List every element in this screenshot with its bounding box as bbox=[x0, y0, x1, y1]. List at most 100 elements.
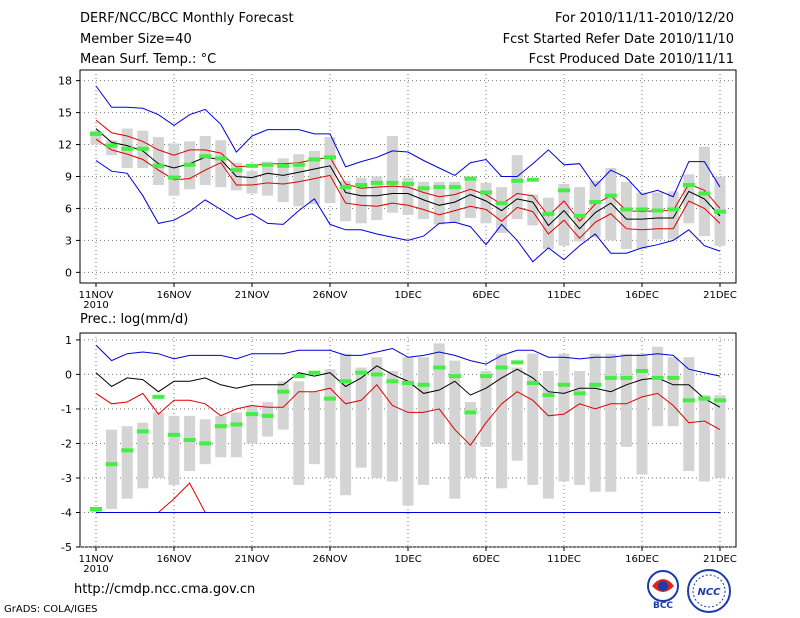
temp-panel-title: Mean Surf. Temp.: °C bbox=[80, 52, 217, 67]
observed-marker bbox=[308, 370, 321, 375]
observed-marker bbox=[105, 143, 118, 148]
observed-marker bbox=[682, 183, 695, 188]
series-upper-line bbox=[95, 119, 721, 222]
x-tick-label: 6DEC bbox=[472, 290, 499, 301]
ncc-logo-text: NCC bbox=[697, 587, 721, 598]
ensemble-box bbox=[714, 395, 726, 478]
observed-marker bbox=[261, 413, 274, 418]
observed-marker bbox=[480, 374, 492, 379]
ensemble-box bbox=[418, 357, 430, 485]
ensemble-box bbox=[527, 194, 539, 226]
x-tick-label: 26NOV bbox=[313, 290, 348, 301]
ensemble-box bbox=[605, 167, 617, 241]
observed-marker bbox=[324, 155, 336, 160]
observed-marker bbox=[402, 181, 414, 186]
bcc-logo-icon: BCC bbox=[647, 570, 679, 610]
ensemble-box bbox=[168, 143, 180, 196]
observed-marker bbox=[90, 131, 102, 136]
chart-panel-1: 0 3 6 9 12 15 18 11NOV 16NOV 21NOV 26NOV 1DEC 6DEC 11… bbox=[58, 69, 737, 311]
forecast-start-date: Fcst Started Refer Date 2010/11/10 bbox=[502, 31, 734, 47]
ensemble-box bbox=[230, 412, 242, 458]
ensemble-box bbox=[574, 370, 586, 485]
ensemble-box bbox=[558, 353, 570, 482]
x-year-label: 2010 bbox=[83, 300, 108, 311]
ensemble-box bbox=[402, 357, 414, 506]
observed-marker bbox=[464, 176, 477, 181]
forecast-period: For 2010/11/11-2010/12/20 bbox=[555, 11, 734, 26]
observed-marker bbox=[542, 211, 555, 216]
ensemble-box bbox=[464, 402, 476, 478]
ensemble-box bbox=[683, 174, 695, 224]
observed-marker bbox=[105, 462, 118, 467]
ensemble-box bbox=[652, 346, 664, 427]
observed-marker bbox=[152, 394, 165, 399]
ensemble-box bbox=[511, 155, 523, 220]
observed-marker bbox=[199, 154, 212, 159]
observed-marker bbox=[386, 180, 399, 185]
ensemble-box bbox=[636, 353, 648, 475]
ensemble-box bbox=[308, 150, 320, 205]
ensemble-box bbox=[480, 182, 492, 224]
ensemble-box bbox=[90, 130, 102, 145]
ensemble-box bbox=[558, 183, 570, 246]
ensemble-box bbox=[340, 180, 352, 222]
bcc-logo-text: BCC bbox=[653, 601, 673, 610]
ensemble-box bbox=[355, 177, 367, 224]
ensemble-box bbox=[106, 429, 118, 510]
ensemble-box bbox=[324, 137, 336, 204]
observed-marker bbox=[667, 375, 680, 380]
y-tick-label: -4 bbox=[61, 506, 72, 519]
y-tick-label: 6 bbox=[65, 202, 72, 215]
ensemble-box bbox=[308, 391, 320, 465]
y-tick-label: 12 bbox=[58, 139, 72, 152]
observed-marker bbox=[292, 162, 305, 167]
ensemble-box bbox=[293, 381, 305, 485]
observed-marker bbox=[448, 374, 461, 379]
observed-marker bbox=[230, 168, 243, 173]
y-tick-label: -5 bbox=[61, 541, 72, 554]
observed-marker bbox=[464, 410, 477, 415]
ensemble-box bbox=[152, 412, 164, 478]
observed-marker bbox=[620, 207, 633, 212]
series-max-line bbox=[95, 344, 721, 377]
x-tick-label: 16NOV bbox=[157, 290, 192, 301]
observed-marker bbox=[292, 374, 305, 379]
source-url[interactable]: http://cmdp.ncc.cma.gov.cn bbox=[74, 582, 256, 597]
y-tick-label: -1 bbox=[61, 403, 72, 416]
observed-marker bbox=[355, 183, 368, 188]
observed-marker bbox=[636, 368, 648, 373]
member-size: Member Size=40 bbox=[80, 31, 192, 47]
observed-marker bbox=[542, 393, 555, 398]
x-tick-label: 1DEC bbox=[394, 554, 421, 565]
chart-panel-2: -5 -4 -3 -2 -1 0 1 11NOV 16NOV 21NOV 26NOV 1DEC 6DEC… bbox=[61, 312, 737, 575]
ensemble-box bbox=[293, 154, 305, 207]
ensemble-box bbox=[262, 402, 274, 437]
ensemble-box bbox=[386, 136, 398, 213]
observed-marker bbox=[136, 429, 149, 434]
observed-marker bbox=[714, 398, 726, 403]
observed-marker bbox=[386, 379, 399, 384]
header-right: For 2010/11/11-2010/12/20 Fcst Started R… bbox=[503, 10, 734, 72]
observed-marker bbox=[136, 146, 149, 151]
observed-marker bbox=[121, 146, 134, 151]
observed-marker bbox=[152, 163, 165, 168]
y-tick-label: 0 bbox=[65, 266, 72, 279]
y-tick-label: -3 bbox=[61, 472, 72, 485]
observed-marker bbox=[651, 208, 664, 213]
x-tick-label: 6DEC bbox=[472, 554, 499, 565]
ensemble-box bbox=[511, 367, 523, 461]
observed-marker bbox=[183, 438, 196, 442]
ensemble-box bbox=[168, 415, 180, 485]
x-tick-label: 21DEC bbox=[703, 290, 737, 301]
observed-marker bbox=[417, 382, 430, 387]
observed-marker bbox=[526, 381, 539, 386]
observed-marker bbox=[277, 163, 290, 168]
ensemble-box bbox=[636, 192, 648, 249]
forecast-produced-date: Fcst Produced Date 2010/11/11 bbox=[528, 52, 734, 67]
observed-marker bbox=[183, 162, 196, 167]
observed-marker bbox=[714, 209, 726, 214]
observed-marker bbox=[339, 185, 352, 190]
observed-marker bbox=[246, 163, 258, 168]
ensemble-box bbox=[121, 426, 133, 499]
x-tick-label: 21NOV bbox=[235, 554, 270, 565]
